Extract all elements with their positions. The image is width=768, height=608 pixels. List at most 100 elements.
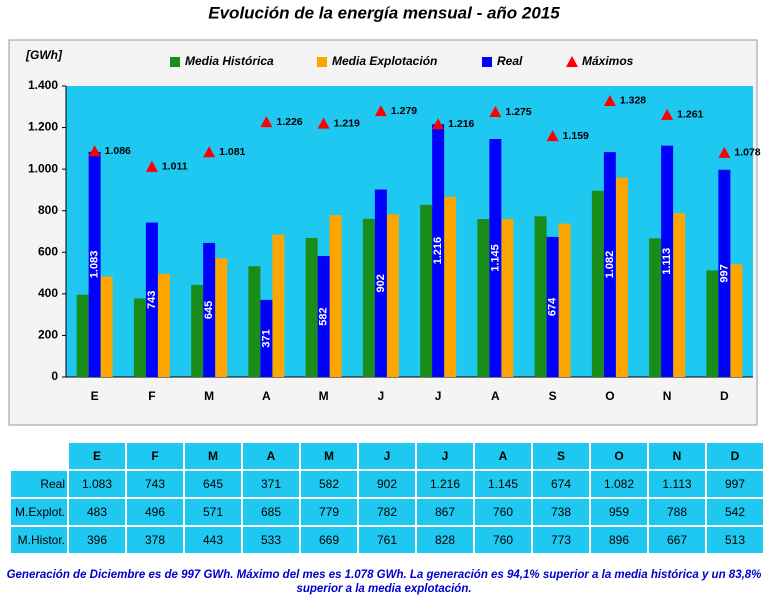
table-header: D: [705, 441, 765, 471]
table-cell: 582: [299, 469, 359, 499]
table-cell: 443: [183, 525, 243, 555]
table-cell: 959: [589, 497, 649, 527]
max-value-label: 1.216: [448, 118, 474, 130]
table-cell: 533: [241, 525, 301, 555]
bar: [248, 266, 261, 377]
bar: [477, 219, 490, 377]
x-tick-label: S: [549, 389, 557, 403]
bar: [374, 189, 387, 377]
max-value-label: 1.086: [105, 145, 131, 157]
bar-value-label: 645: [203, 301, 215, 319]
table-cell: 496: [125, 497, 185, 527]
table-cell: 779: [299, 497, 359, 527]
bar: [386, 214, 399, 377]
table-header: A: [473, 441, 533, 471]
max-marker: [546, 130, 559, 142]
y-tick-label: 200: [38, 328, 58, 342]
bar: [145, 222, 158, 377]
y-tick-label: 800: [38, 203, 58, 217]
table-cell: 761: [357, 525, 417, 555]
bar: [706, 270, 719, 377]
y-tick-label: 1.200: [28, 120, 58, 134]
x-tick-label: F: [148, 389, 155, 403]
bar: [444, 196, 457, 377]
legend-marker: [566, 56, 578, 67]
table-header: A: [241, 441, 301, 471]
table-cell: 645: [183, 469, 243, 499]
bar: [730, 264, 743, 377]
x-tick-label: A: [262, 389, 271, 403]
x-tick-label: N: [663, 389, 672, 403]
bar: [534, 216, 547, 377]
table-cell: 788: [647, 497, 707, 527]
table-cell: 773: [531, 525, 591, 555]
max-value-label: 1.081: [219, 146, 245, 158]
bar-value-label: 1.216: [432, 237, 444, 265]
y-axis-label: [GWh]: [25, 48, 63, 62]
table-cell: 1.216: [415, 469, 475, 499]
table-cell: 1.145: [473, 469, 533, 499]
table-cell: 867: [415, 497, 475, 527]
x-tick-label: A: [491, 389, 500, 403]
row-label: M.Explot.: [9, 497, 69, 527]
table-cell: 483: [67, 497, 127, 527]
x-tick-label: M: [204, 389, 214, 403]
row-label: M.Histor.: [9, 525, 69, 555]
bar-value-label: 371: [260, 329, 272, 347]
table-header: M: [299, 441, 359, 471]
table-cell: 571: [183, 497, 243, 527]
bar: [76, 294, 89, 377]
table-cell: 667: [647, 525, 707, 555]
table-cell: 760: [473, 497, 533, 527]
bar: [603, 152, 616, 377]
bar-value-label: 1.145: [489, 244, 501, 272]
table-cell: 997: [705, 469, 765, 499]
max-value-label: 1.275: [505, 106, 531, 118]
max-value-label: 1.261: [677, 109, 703, 121]
bar: [432, 124, 445, 377]
legend-label: Máximos: [582, 54, 634, 68]
table-header: E: [67, 441, 127, 471]
table-header: J: [357, 441, 417, 471]
bar: [305, 237, 318, 377]
max-value-label: 1.279: [391, 105, 417, 117]
chart: Evolución de la energía mensual - año 20…: [8, 3, 761, 426]
legend-label: Media Explotación: [332, 54, 437, 68]
table-cell: 738: [531, 497, 591, 527]
max-marker: [489, 105, 502, 117]
y-tick-label: 0: [51, 369, 58, 383]
bar: [546, 236, 559, 377]
legend-swatch: [317, 57, 327, 67]
table-cell: 378: [125, 525, 185, 555]
table-header: M: [183, 441, 243, 471]
bar: [203, 242, 216, 377]
table-cell: 396: [67, 525, 127, 555]
bar: [88, 151, 101, 377]
table-cell: 371: [241, 469, 301, 499]
max-marker: [603, 94, 616, 106]
bar: [260, 299, 273, 377]
chart-title: Evolución de la energía mensual - año 20…: [208, 3, 560, 22]
table-header: F: [125, 441, 185, 471]
y-tick-label: 400: [38, 286, 58, 300]
max-marker: [203, 146, 216, 158]
bar: [215, 258, 228, 377]
bar: [329, 215, 342, 377]
table-row: M.Histor. 396 378 443 533 669 761 828 760 773 896 6…: [9, 525, 765, 555]
bar: [673, 213, 686, 377]
bar-value-label: 1.083: [89, 251, 101, 279]
bar: [661, 145, 674, 377]
bar: [191, 284, 204, 377]
bar: [157, 273, 170, 377]
bar: [501, 219, 514, 377]
max-marker: [661, 108, 674, 120]
y-tick-label: 1.400: [28, 78, 58, 92]
legend-swatch: [482, 57, 492, 67]
table-row: M.Explot. 483 496 571 685 779 782 867 760 738 959 7…: [9, 497, 765, 527]
table-row: Real 1.083 743 645 371 582 902 1.216 1.145 674 1.0…: [9, 469, 765, 499]
table-header: J: [415, 441, 475, 471]
legend-label: Real: [497, 54, 523, 68]
bar-value-label: 1.113: [661, 248, 673, 275]
